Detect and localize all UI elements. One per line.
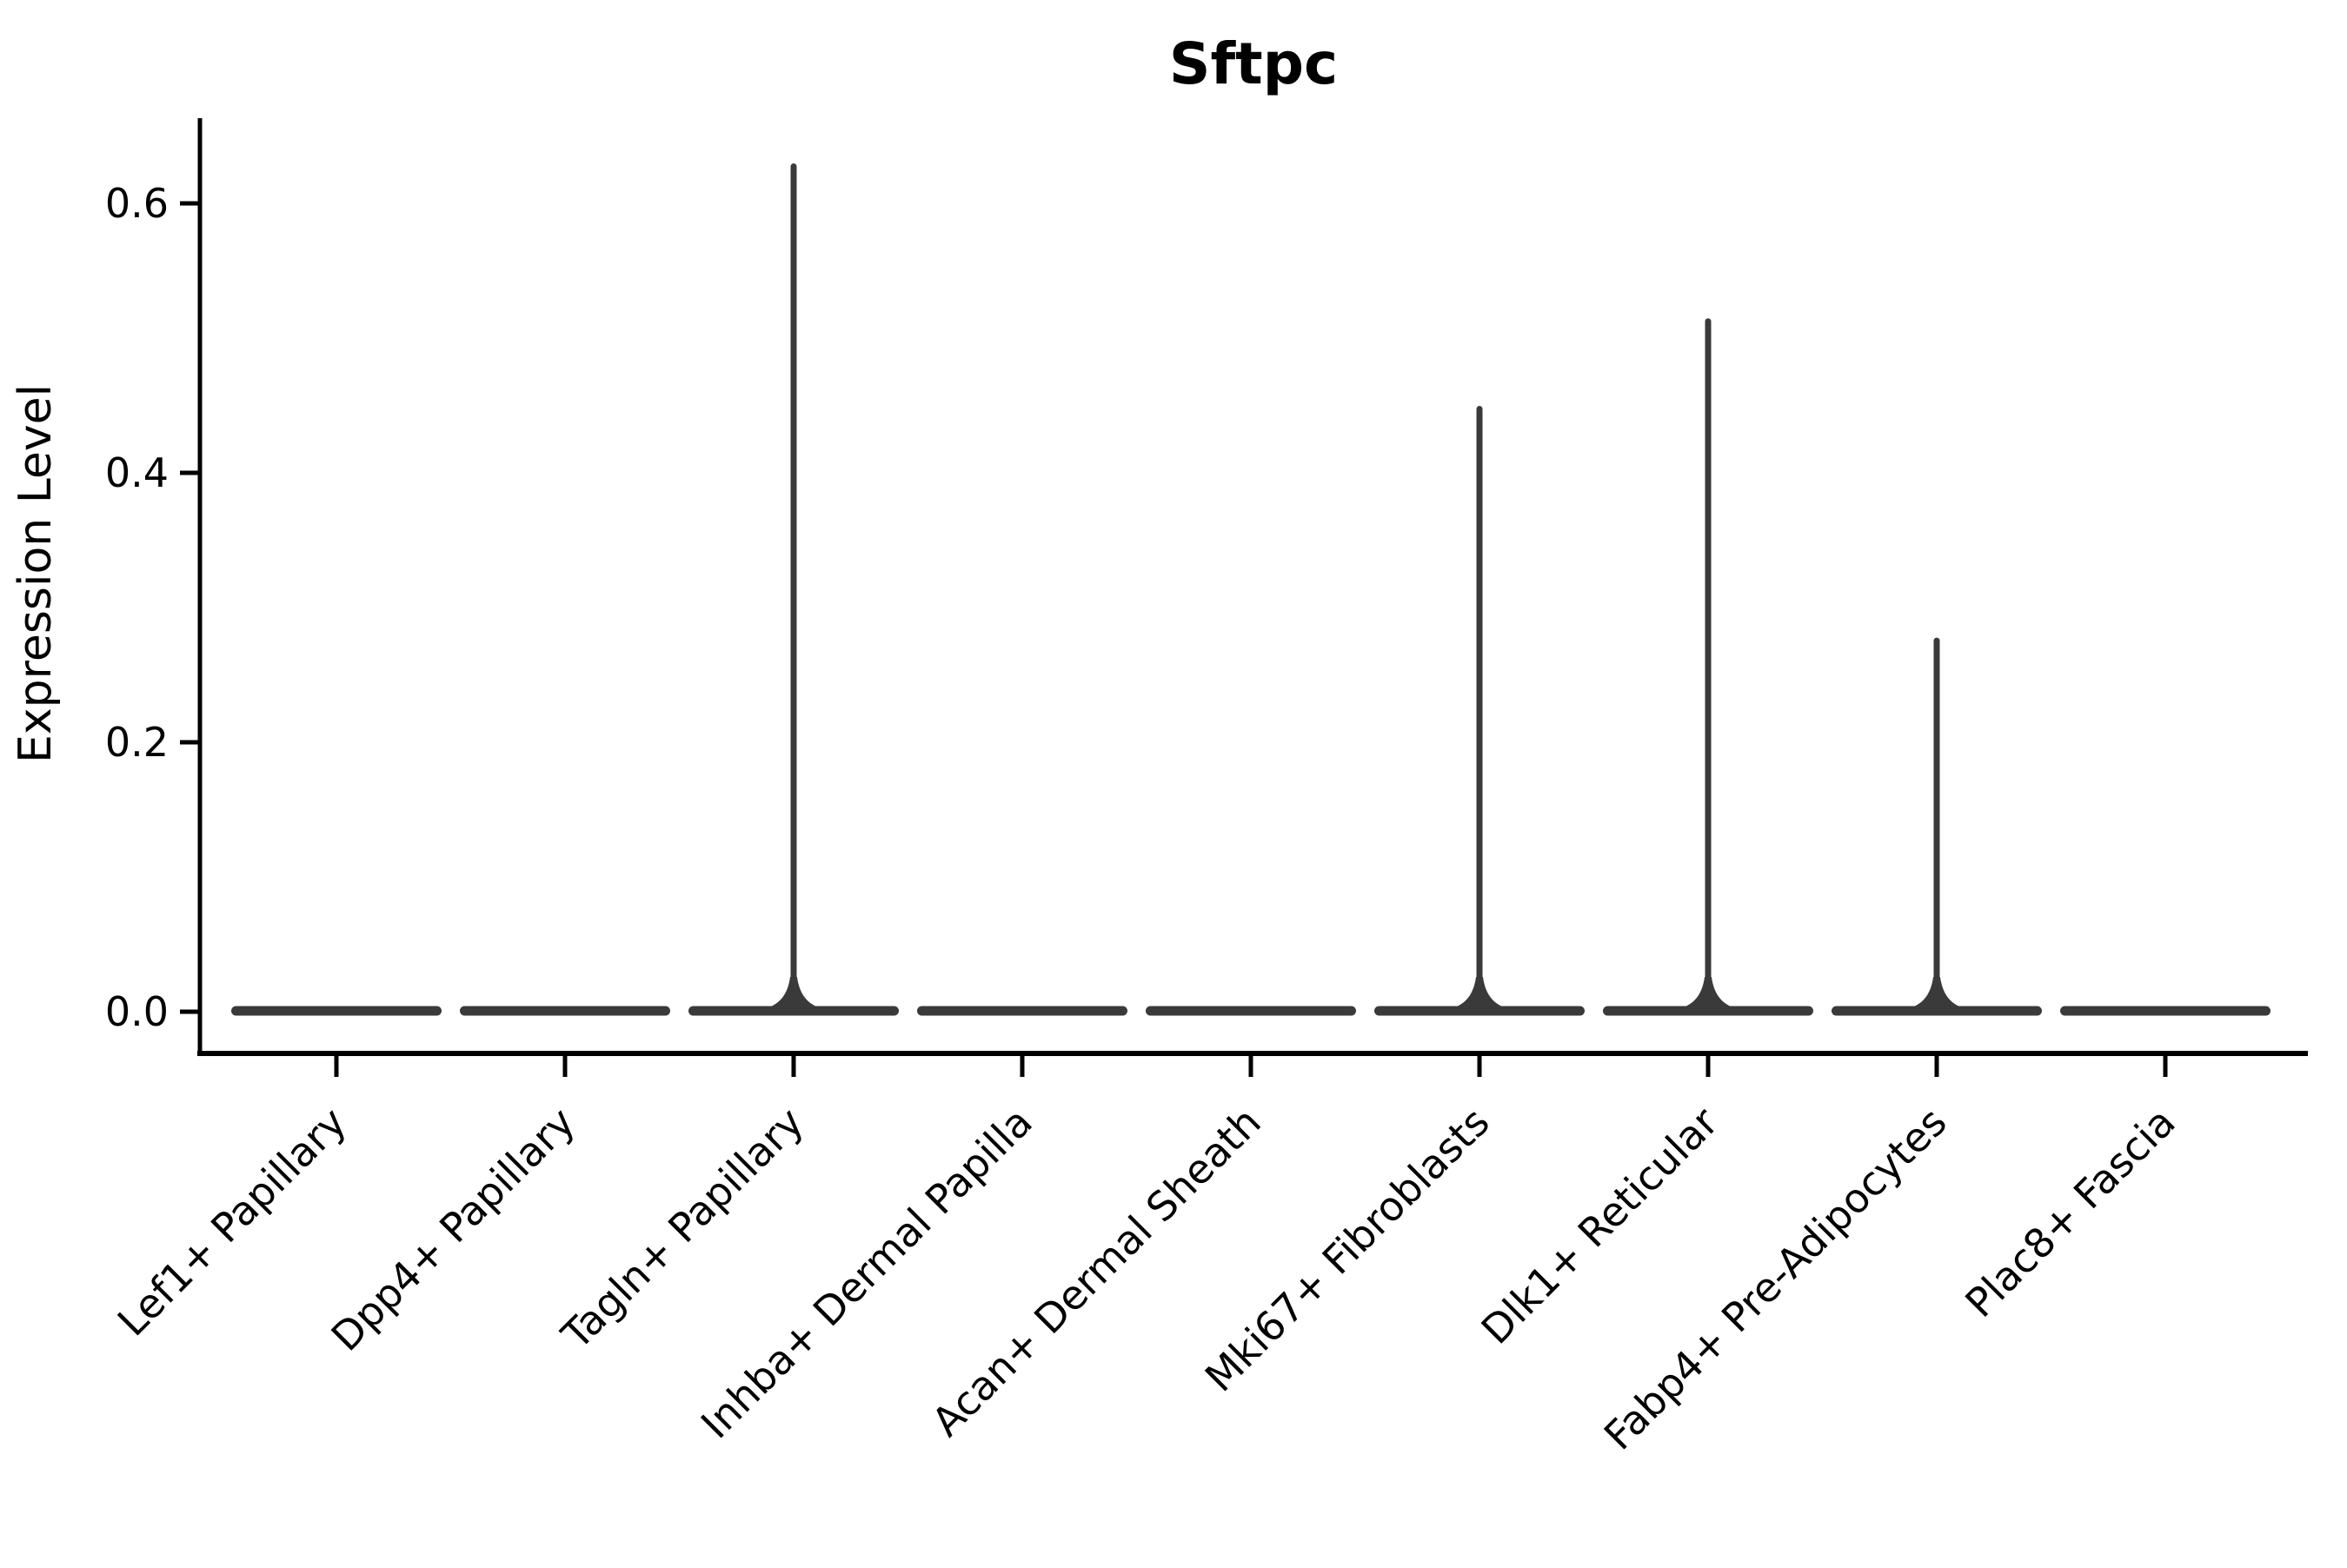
- violin: [460, 1006, 670, 1016]
- violin-base: [2060, 1006, 2271, 1016]
- violin: [688, 163, 899, 1016]
- violin-base: [1832, 1006, 2042, 1016]
- chart-title: Sftpc: [1169, 30, 1338, 97]
- x-category-label: Lef1+ Papillary: [109, 1099, 356, 1345]
- violin: [917, 1006, 1127, 1016]
- y-tick-label: 0.2: [105, 719, 169, 766]
- violin: [1374, 406, 1585, 1016]
- violin-base: [688, 1006, 899, 1016]
- x-category-label: Tagln+ Papillary: [552, 1099, 813, 1359]
- x-category-label: Dlk1+ Reticular: [1473, 1099, 1727, 1353]
- violin-base: [1146, 1006, 1356, 1016]
- axes-layer: [180, 118, 2308, 1077]
- violin-base: [1603, 1006, 1813, 1016]
- violin: [1603, 318, 1813, 1016]
- violin: [2060, 1006, 2271, 1016]
- x-category-label: Plac8+ Fascia: [1956, 1099, 2184, 1326]
- violin-base: [460, 1006, 670, 1016]
- violin: [231, 1006, 442, 1016]
- x-category-label: Dpp4+ Papillary: [322, 1099, 584, 1360]
- violin: [1832, 637, 2042, 1016]
- violin-layer: [231, 163, 2271, 1016]
- violin: [1146, 1006, 1356, 1016]
- violin-base: [231, 1006, 442, 1016]
- y-axis-label: Expression Level: [10, 384, 62, 763]
- y-tick-label: 0.6: [105, 180, 169, 227]
- y-tick-label: 0.4: [105, 449, 169, 496]
- violin-base: [917, 1006, 1127, 1016]
- y-tick-label: 0.0: [105, 988, 169, 1035]
- violin-base: [1374, 1006, 1585, 1016]
